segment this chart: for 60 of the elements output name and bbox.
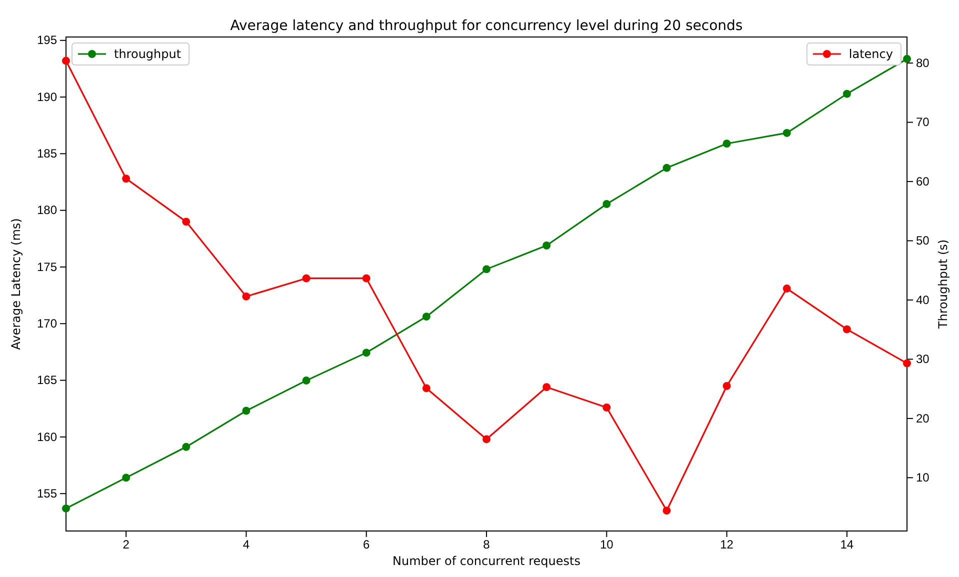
y2-tick-label: 80: [916, 56, 930, 70]
point: [542, 242, 551, 250]
point: [62, 504, 70, 512]
y2-tick-label: 30: [916, 352, 930, 366]
x-axis-title: Number of concurrent requests: [392, 554, 580, 568]
point: [122, 174, 130, 183]
chart-title: Average latency and throughput for concurrency level during 20 seconds: [230, 18, 743, 34]
x-tick-label: 10: [600, 538, 614, 552]
point: [722, 140, 731, 148]
x-tick-label: 4: [242, 538, 250, 552]
point: [242, 292, 250, 300]
point: [422, 384, 430, 392]
legend-label: throughput: [114, 47, 182, 61]
y-tick-label: 155: [36, 486, 58, 500]
point: [903, 54, 911, 63]
point: [602, 404, 611, 412]
y2-tick-label: 10: [916, 470, 930, 485]
x-tick-label: 12: [720, 538, 734, 552]
point: [602, 200, 611, 208]
x-tick-label: 8: [483, 538, 490, 552]
y2-tick-label: 60: [916, 174, 930, 188]
y2-axis-title: Throughput (s): [936, 239, 950, 330]
point: [542, 383, 551, 392]
point: [842, 325, 851, 334]
point: [182, 218, 190, 226]
point: [302, 376, 310, 385]
point: [62, 56, 70, 65]
point: [182, 442, 190, 451]
point: [422, 312, 430, 321]
y-axis-title: Average Latency (ms): [9, 218, 23, 350]
point: [362, 274, 370, 282]
y-tick-label: 190: [36, 90, 58, 104]
legend-label: latency: [848, 47, 893, 61]
point: [482, 435, 490, 444]
point: [302, 274, 310, 282]
y-tick-label: 175: [36, 260, 58, 274]
x-tick-label: 2: [122, 538, 130, 552]
y2-tick-label: 20: [916, 411, 930, 426]
y-tick-label: 185: [36, 146, 58, 161]
y2-tick-label: 50: [916, 234, 930, 248]
x-tick-label: 14: [840, 538, 854, 552]
point: [662, 164, 671, 172]
point: [122, 474, 130, 482]
point: [722, 382, 731, 390]
point: [782, 128, 791, 137]
y2-tick-label: 40: [916, 292, 930, 307]
y-tick-label: 160: [36, 430, 58, 444]
y-tick-label: 180: [36, 203, 58, 218]
y-tick-label: 170: [36, 316, 58, 330]
point: [842, 90, 851, 98]
point: [662, 506, 671, 515]
x-tick-label: 6: [363, 538, 370, 552]
y-tick-label: 165: [36, 373, 58, 388]
y2-tick-label: 70: [916, 115, 930, 130]
point: [362, 348, 370, 357]
y-tick-label: 195: [36, 33, 58, 48]
point: [903, 359, 911, 368]
point: [482, 265, 490, 274]
point: [782, 284, 791, 293]
point: [242, 406, 250, 415]
